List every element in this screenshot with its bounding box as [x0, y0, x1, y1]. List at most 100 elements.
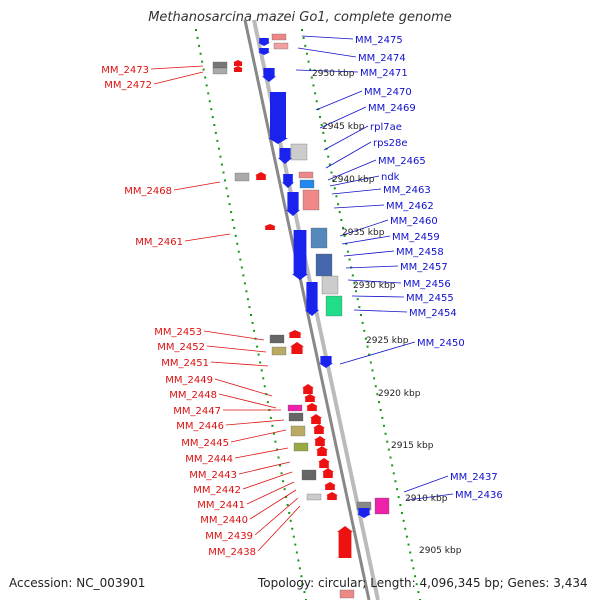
inner-tick-dot	[301, 29, 303, 31]
outer-tick-dot	[269, 416, 272, 419]
forward-label-leader	[301, 35, 354, 40]
outer-tick-dot	[248, 306, 251, 309]
forward-label-leader	[407, 493, 454, 501]
outer-tick-dot	[224, 179, 227, 182]
outer-tick-dot	[230, 211, 233, 214]
kbp-tick-label: 2945 kbp	[322, 122, 365, 132]
gene-box	[293, 442, 309, 452]
outer-tick-dot	[289, 519, 292, 522]
outer-tick-dot	[288, 511, 291, 514]
reverse-gene-arrow	[255, 172, 267, 180]
inner-tick-dot	[399, 504, 402, 506]
reverse-gene-label: MM_2445	[181, 438, 229, 449]
gene-box	[325, 295, 343, 317]
forward-gene-label: MM_2459	[392, 232, 440, 243]
inner-tick-dot	[345, 242, 348, 245]
inner-tick-dot	[302, 36, 305, 39]
reverse-gene-arrow	[326, 492, 338, 500]
outer-tick-dot	[199, 52, 202, 55]
forward-gene-label: MM_2457	[400, 262, 448, 273]
gene-box	[374, 497, 390, 515]
reverse-gene-label: MM_2438	[208, 547, 256, 558]
forward-gene-label: rpl7ae	[370, 122, 402, 133]
outer-tick-dot	[216, 139, 219, 142]
reverse-gene-label: MM_2443	[189, 470, 237, 481]
gene-box	[269, 334, 285, 344]
forward-gene-arrow	[282, 174, 294, 188]
outer-tick-dot	[300, 575, 303, 578]
inner-tick-dot	[335, 195, 338, 198]
forward-label-leader	[327, 159, 377, 181]
reverse-gene-arrow	[302, 384, 314, 394]
reverse-gene-label: MM_2472	[104, 80, 152, 91]
reverse-gene-label: MM_2473	[101, 65, 149, 76]
gene-box	[301, 469, 317, 481]
inner-tick-dot	[410, 559, 413, 562]
inner-tick-dot	[314, 92, 317, 95]
outer-tick-dot	[263, 385, 266, 388]
inner-tick-dot	[332, 179, 335, 182]
gene-box	[212, 67, 228, 75]
reverse-gene-label: MM_2448	[169, 390, 217, 401]
forward-label-leader	[339, 219, 389, 237]
outer-tick-dot	[275, 448, 278, 451]
inner-tick-dot	[327, 155, 330, 158]
kbp-tick-label: 2915 kbp	[391, 441, 434, 451]
outer-tick-dot	[211, 116, 214, 119]
forward-gene-label: MM_2470	[364, 87, 412, 98]
inner-tick-dot	[382, 424, 385, 427]
inner-tick-dot	[348, 258, 351, 261]
forward-gene-label: MM_2474	[358, 53, 406, 64]
forward-label-leader	[315, 90, 363, 111]
reverse-gene-label: MM_2440	[200, 515, 248, 526]
reverse-gene-label: MM_2444	[185, 454, 233, 465]
reverse-gene-label: MM_2447	[173, 406, 221, 417]
reverse-gene-arrow	[324, 482, 336, 490]
outer-tick-dot	[219, 155, 222, 158]
gene-box	[290, 143, 308, 161]
reverse-label-leader	[225, 419, 285, 426]
inner-tick-dot	[369, 361, 372, 364]
forward-label-leader	[319, 106, 367, 129]
reverse-label-leader	[218, 393, 277, 409]
inner-tick-dot	[304, 44, 307, 47]
outer-tick-dot	[301, 583, 304, 586]
outer-tick-dot	[207, 92, 210, 95]
reverse-gene-arrow	[310, 414, 322, 424]
reverse-gene-arrow	[322, 468, 334, 478]
outer-tick-dot	[214, 131, 217, 134]
gene-box	[234, 172, 250, 182]
outer-tick-dot	[245, 290, 248, 293]
forward-gene-arrow	[258, 48, 270, 55]
gene-box	[271, 346, 287, 356]
reverse-gene-arrow	[288, 330, 302, 338]
outer-tick-dot	[208, 100, 211, 103]
kbp-tick-label: 2940 kbp	[332, 175, 375, 185]
inner-tick-dot	[397, 496, 400, 499]
reverse-gene-arrow	[233, 66, 243, 72]
inner-tick-dot	[310, 76, 313, 79]
inner-tick-dot	[392, 472, 395, 475]
inner-tick-dot	[387, 448, 390, 451]
inner-tick-dot	[384, 432, 387, 435]
outer-tick-dot	[291, 527, 294, 530]
map-title: Methanosarcina mazei Go1, complete genom…	[148, 10, 452, 25]
reverse-gene-arrow	[313, 424, 325, 434]
gene-box	[299, 179, 315, 189]
forward-gene-label: rps28e	[373, 138, 408, 149]
kbp-tick-label: 2910 kbp	[405, 494, 448, 504]
kbp-tick-label: 2935 kbp	[342, 228, 385, 238]
inner-tick-dot	[368, 353, 371, 356]
forward-label-leader	[351, 295, 405, 298]
outer-tick-dot	[259, 361, 262, 364]
inner-tick-dot	[414, 575, 417, 578]
outer-tick-dot	[262, 377, 265, 380]
forward-label-leader	[295, 69, 359, 73]
inner-tick-dot	[355, 290, 358, 293]
outer-tick-dot	[204, 76, 207, 79]
kbp-tick-label: 2925 kbp	[366, 336, 409, 346]
outer-tick-dot	[210, 108, 213, 111]
forward-gene-label: MM_2450	[417, 338, 465, 349]
outer-tick-dot	[277, 456, 280, 459]
